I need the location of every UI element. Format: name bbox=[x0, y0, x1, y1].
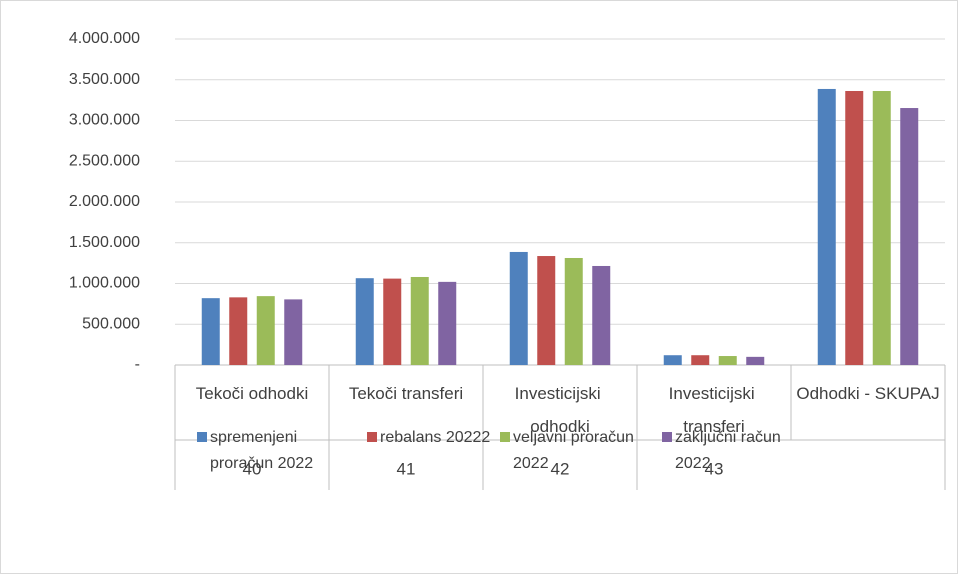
y-tick-label: - bbox=[135, 356, 140, 373]
x-group-label: 40 bbox=[243, 459, 262, 478]
legend-label: rebalans 20222 bbox=[380, 429, 490, 446]
legend-label: veljavni proračun 2022 bbox=[513, 429, 638, 472]
x-group-label: 41 bbox=[397, 459, 416, 478]
bar bbox=[564, 257, 583, 365]
bar bbox=[229, 297, 248, 365]
y-tick-label: 500.000 bbox=[82, 315, 140, 332]
x-group-label: 43 bbox=[705, 459, 724, 478]
legend-swatch bbox=[500, 432, 510, 442]
bar bbox=[872, 90, 891, 365]
y-tick-label: 3.500.000 bbox=[69, 71, 140, 88]
y-tick-label: 2.500.000 bbox=[69, 152, 140, 169]
x-tick-label: Tekoči odhodki bbox=[196, 384, 308, 403]
bar bbox=[284, 299, 303, 365]
bar bbox=[817, 88, 836, 365]
legend-swatch bbox=[367, 432, 377, 442]
y-tick-label: 1.000.000 bbox=[69, 275, 140, 292]
bar bbox=[592, 265, 611, 365]
y-tick-label: 1.500.000 bbox=[69, 234, 140, 251]
x-tick-label: Investicijski odhodki bbox=[515, 384, 606, 436]
legend-label: spremenjeni proračun 2022 bbox=[210, 429, 313, 472]
bar bbox=[691, 355, 710, 365]
x-tick-label: Odhodki - SKUPAJ bbox=[796, 384, 939, 403]
bar bbox=[900, 108, 919, 365]
x-group-label: 42 bbox=[551, 459, 570, 478]
bar bbox=[845, 90, 864, 365]
x-tick-label: Tekoči transferi bbox=[349, 384, 463, 403]
x-tick-label: Investicijski transferi bbox=[669, 384, 760, 436]
y-tick-label: 4.000.000 bbox=[69, 30, 140, 47]
legend-label: zaključni račun 2022 bbox=[675, 429, 785, 472]
bar bbox=[663, 355, 682, 365]
y-tick-label: 2.000.000 bbox=[69, 193, 140, 210]
bar bbox=[746, 356, 765, 365]
bar bbox=[509, 251, 528, 365]
bar bbox=[383, 278, 402, 365]
bar bbox=[410, 276, 429, 365]
bar bbox=[355, 278, 374, 365]
bar bbox=[537, 256, 556, 365]
legend-swatch bbox=[197, 432, 207, 442]
y-tick-label: 3.000.000 bbox=[69, 112, 140, 129]
bar bbox=[718, 356, 737, 365]
bar bbox=[256, 296, 275, 365]
legend-swatch bbox=[662, 432, 672, 442]
bar bbox=[438, 281, 457, 365]
bar bbox=[201, 298, 220, 365]
